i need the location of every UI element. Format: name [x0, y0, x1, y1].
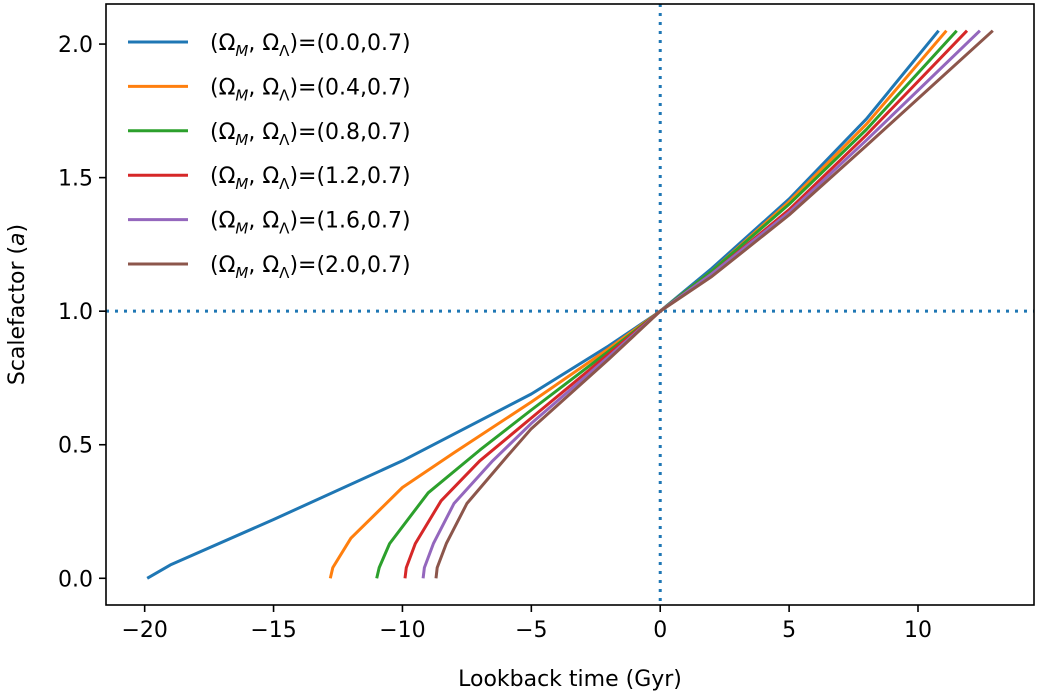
legend: (ΩM, ΩΛ)=(0.0,0.7) (ΩM, ΩΛ)=(0.4,0.7) (ΩM,…	[128, 31, 411, 282]
x-tick-label: −10	[379, 618, 425, 643]
series-line-4	[421, 29, 981, 579]
y-tick-label: 0.5	[58, 434, 93, 459]
legend-item: (ΩM, ΩΛ)=(0.8,0.7)	[128, 120, 411, 149]
series-line-2	[375, 29, 958, 579]
legend-label: (ΩM, ΩΛ)=(1.6,0.7)	[210, 209, 411, 238]
series-lines	[146, 29, 994, 580]
y-tick-label: 2.0	[58, 33, 93, 58]
legend-item: (ΩM, ΩΛ)=(2.0,0.7)	[128, 253, 411, 282]
legend-label: (ΩM, ΩΛ)=(0.0,0.7)	[210, 31, 411, 60]
series-line-5	[434, 29, 994, 579]
legend-item: (ΩM, ΩΛ)=(0.4,0.7)	[128, 75, 411, 104]
x-tick-label: 0	[653, 618, 667, 643]
x-tick-label: −20	[121, 618, 167, 643]
legend-item: (ΩM, ΩΛ)=(1.6,0.7)	[128, 209, 411, 238]
y-tick-label: 0.0	[58, 567, 93, 592]
y-tick-label: 1.5	[58, 167, 93, 192]
x-axis-ticks: −20 −15 −10 −5 0 5 10	[121, 605, 932, 643]
x-tick-label: 10	[904, 618, 932, 643]
axes-frame	[105, 3, 1035, 606]
legend-item: (ΩM, ΩΛ)=(0.0,0.7)	[128, 31, 411, 60]
reference-lines	[106, 4, 1034, 605]
legend-label: (ΩM, ΩΛ)=(2.0,0.7)	[210, 253, 411, 282]
y-axis-label: Scalefactor (a)	[5, 224, 30, 385]
series-line-0	[146, 29, 940, 580]
x-tick-label: −5	[515, 618, 547, 643]
legend-label: (ΩM, ΩΛ)=(0.4,0.7)	[210, 75, 411, 104]
x-axis-label: Lookback time (Gyr)	[458, 667, 682, 692]
legend-label: (ΩM, ΩΛ)=(1.2,0.7)	[210, 164, 411, 193]
series-line-1	[328, 29, 948, 579]
legend-item: (ΩM, ΩΛ)=(1.2,0.7)	[128, 164, 411, 193]
legend-label: (ΩM, ΩΛ)=(0.8,0.7)	[210, 120, 411, 149]
y-axis-ticks: 0.0 0.5 1.0 1.5 2.0	[58, 33, 106, 592]
series-line-3	[403, 29, 969, 579]
y-tick-label: 1.0	[58, 300, 93, 325]
x-tick-label: −15	[250, 618, 296, 643]
x-tick-label: 5	[782, 618, 796, 643]
